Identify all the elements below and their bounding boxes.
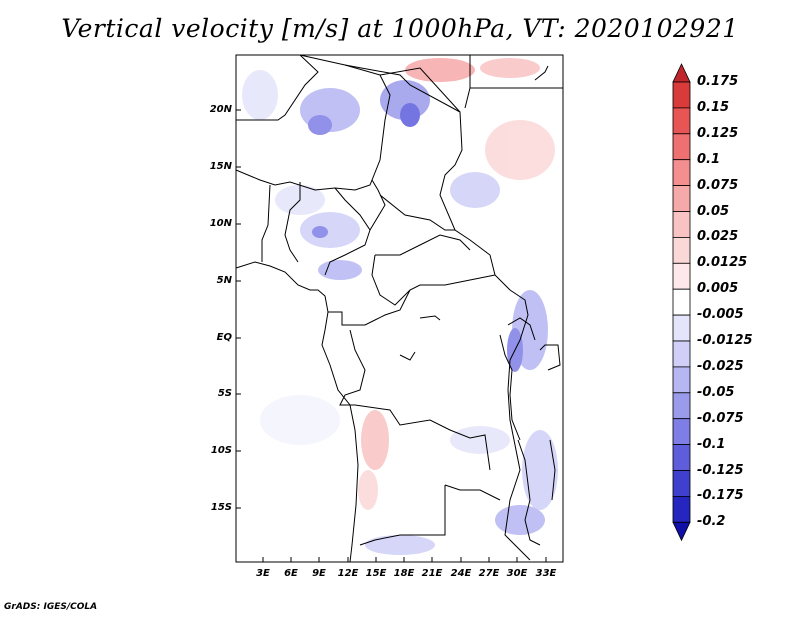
lat-label-15s: 15S (210, 502, 232, 513)
lat-label-5n: 5N (216, 275, 232, 286)
lon-label-6e: 6E (284, 568, 298, 579)
lon-label-27e: 27E (478, 568, 500, 579)
colorbar-segment (672, 236, 691, 264)
colorbar-top-arrow (672, 63, 691, 83)
lon-label-12e: 12E (337, 568, 359, 579)
colorbar-segment (672, 366, 691, 394)
colorbar-label: 0.0125 (697, 255, 748, 271)
lon-label-9e: 9E (312, 568, 326, 579)
lat-label-15n: 15N (209, 161, 232, 172)
lon-label-3e: 3E (256, 568, 270, 579)
axis-ticks (236, 109, 547, 562)
colorbar-segment (672, 470, 691, 497)
colorbar-label: 0.005 (697, 281, 739, 297)
colorbar-label: -0.025 (697, 358, 744, 374)
map-title: Vertical velocity [m/s] at 1000hPa, VT: … (61, 14, 739, 43)
colorbar-segment (672, 159, 691, 186)
lat-label-10n: 10N (209, 218, 232, 229)
lon-label-30e: 30E (506, 568, 528, 579)
colorbar-label: 0.175 (697, 74, 739, 89)
colorbar-segment (672, 81, 691, 109)
colorbar-segment (672, 133, 691, 161)
colorbar-bottom-arrow (672, 521, 691, 542)
colorbar-label: -0.005 (697, 307, 744, 323)
colorbar-segment (672, 340, 691, 368)
credit-text: GrADS: IGES/COLA (4, 602, 98, 612)
colorbar-segment (672, 418, 691, 446)
colorbar-label: 0.1 (697, 151, 721, 167)
colorbar-segment (672, 288, 691, 316)
map-panel (235, 54, 564, 563)
colorbar-label: 0.075 (697, 177, 739, 193)
colorbar-label: 0.025 (697, 229, 739, 245)
lon-label-24e: 24E (450, 568, 472, 579)
lat-label-eq: EQ (216, 332, 232, 343)
lon-label-15e: 15E (365, 568, 387, 579)
colorbar-segment (672, 495, 691, 523)
colorbar-label: 0.15 (697, 99, 730, 115)
colorbar-segment (672, 392, 691, 420)
colorbar-segment (672, 444, 691, 471)
lat-label-20n: 20N (209, 104, 232, 115)
colorbar-label: -0.175 (697, 488, 744, 504)
colorbar-segment (672, 107, 691, 135)
colorbar-label: 0.125 (697, 125, 739, 141)
colorbar-label: -0.0125 (697, 333, 753, 348)
colorbar (672, 63, 691, 542)
colorbar-label: -0.075 (697, 410, 744, 426)
lon-label-33e: 33E (535, 568, 557, 579)
colorbar-label: 0.05 (697, 203, 730, 219)
colorbar-label: -0.125 (697, 462, 744, 478)
lon-label-18e: 18E (393, 568, 415, 579)
colorbar-segment (672, 185, 691, 212)
colorbar-label: -0.2 (697, 514, 726, 530)
lat-label-10s: 10S (210, 445, 232, 456)
lon-label-21e: 21E (421, 568, 443, 579)
colorbar-segment (672, 211, 691, 238)
colorbar-segment (672, 262, 691, 290)
colorbar-label: -0.1 (697, 436, 726, 452)
colorbar-segment (672, 314, 691, 342)
colorbar-label: -0.05 (697, 384, 735, 400)
country-borders (235, 54, 563, 563)
lat-label-5s: 5S (217, 388, 232, 399)
